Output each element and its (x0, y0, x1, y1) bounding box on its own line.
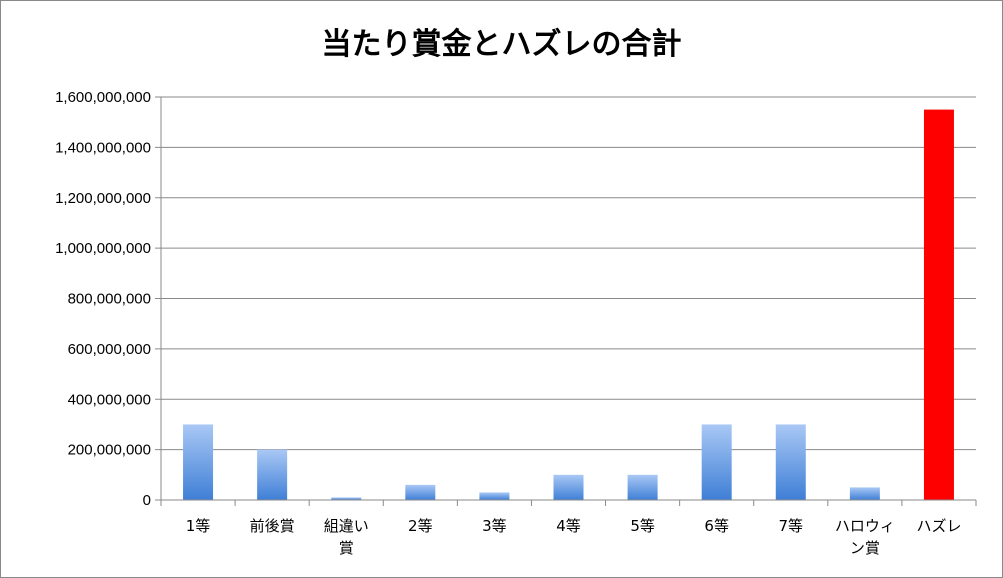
bar-9 (775, 424, 806, 500)
y-tick-label: 1,400,000,000 (55, 139, 151, 156)
y-tick-label: 200,000,000 (68, 442, 151, 459)
bar-6 (553, 474, 584, 500)
x-category-label: ハロウィ (835, 517, 895, 535)
x-category-label: 3等 (482, 517, 507, 535)
x-category-label: 4等 (556, 517, 581, 535)
y-tick-label: 1,200,000,000 (55, 190, 151, 207)
y-axis-tick-labels: 0 200,000,000 400,000,000 600,000,000 800,00… (55, 89, 151, 509)
gridlines (155, 96, 976, 501)
x-category-label: ハズレ (916, 517, 961, 535)
bar-10 (849, 487, 880, 500)
x-category-label: 2等 (408, 517, 433, 535)
y-tick-label: 800,000,000 (68, 291, 151, 308)
bar-2 (257, 449, 288, 500)
x-category-label: 組違い (324, 517, 369, 535)
y-tick-label: 400,000,000 (68, 391, 151, 408)
axes (160, 97, 977, 506)
bar-7 (627, 474, 658, 500)
bar-3 (331, 497, 362, 500)
x-category-label: 1等 (186, 517, 211, 535)
x-category-label: 前後賞 (250, 517, 295, 535)
bar-8 (701, 424, 732, 500)
y-tick-label: 0 (143, 492, 151, 509)
y-tick-label: 1,000,000,000 (55, 240, 151, 257)
y-tick-label: 600,000,000 (68, 341, 151, 358)
x-category-label: 6等 (704, 517, 729, 535)
bar-1 (183, 424, 214, 500)
x-category-label: 5等 (630, 517, 655, 535)
x-category-label: 7等 (778, 517, 803, 535)
chart-title: 当たり賞金とハズレの合計 (321, 27, 682, 62)
y-tick-label: 1,600,000,000 (55, 89, 151, 106)
x-category-label: 賞 (339, 539, 354, 557)
bars (183, 109, 954, 500)
bar-11 (923, 109, 954, 500)
bar-5 (479, 492, 510, 500)
x-category-label: ン賞 (850, 539, 880, 557)
bar-4 (405, 484, 436, 500)
